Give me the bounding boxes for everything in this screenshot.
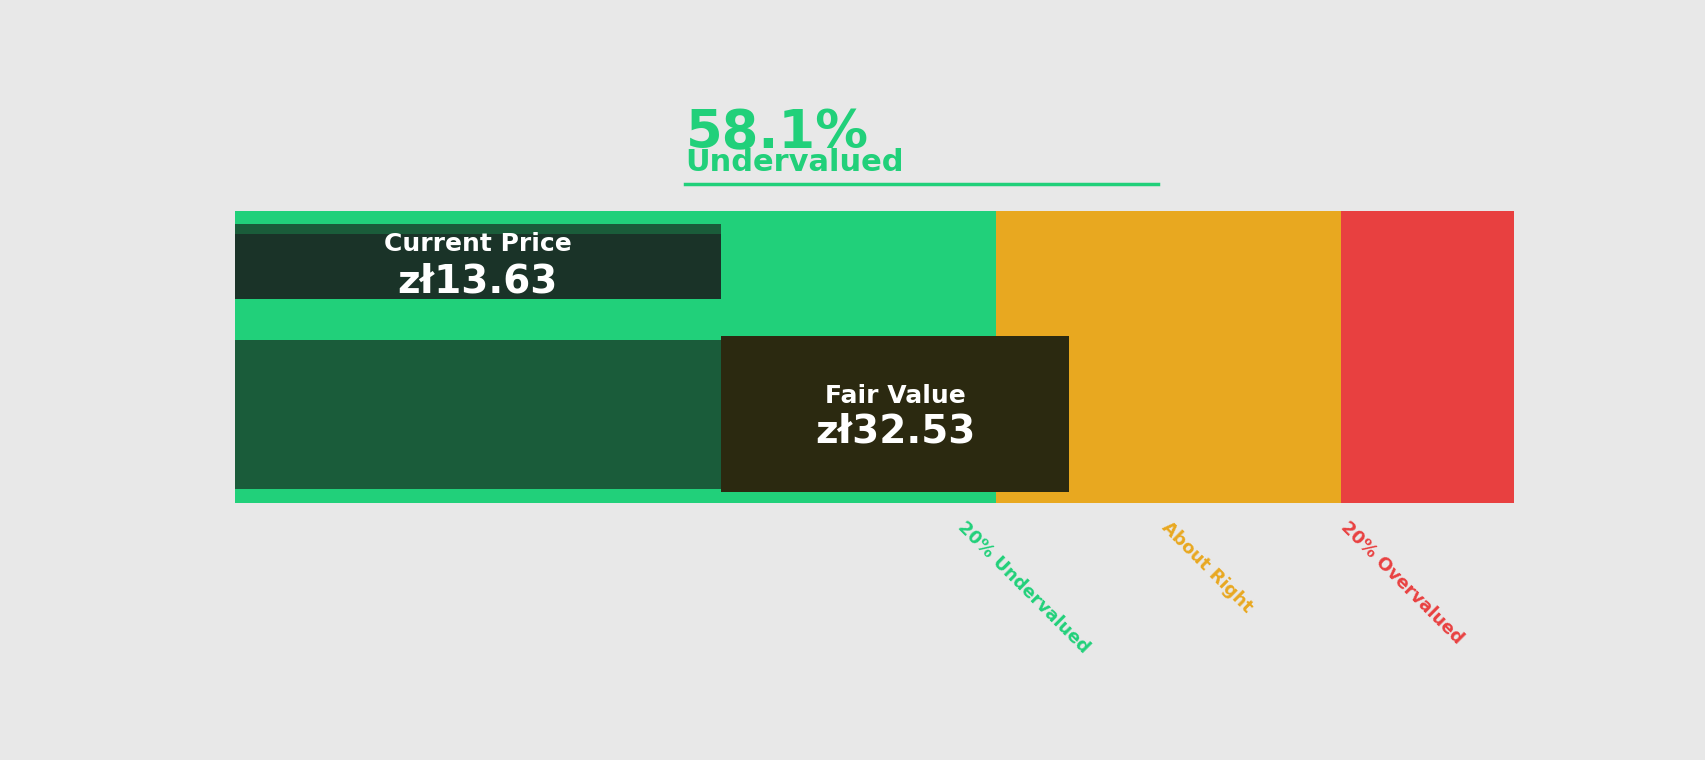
Bar [996,211,1142,311]
Bar [235,224,721,297]
Bar [235,211,721,311]
Bar [235,233,721,299]
Bar [721,211,996,311]
Text: About Right: About Right [1158,518,1255,616]
Bar [996,326,1142,503]
Bar [1142,311,1340,326]
Bar [1340,211,1512,311]
Bar [235,326,721,503]
Text: 20% Overvalued: 20% Overvalued [1337,518,1466,648]
Text: zł13.63: zł13.63 [397,262,558,300]
Text: Fair Value: Fair Value [824,385,965,408]
Bar [721,340,996,489]
Bar [1142,326,1340,503]
Bar [996,311,1142,326]
Bar [721,336,1069,492]
Bar [1142,211,1340,311]
Text: 20% Undervalued: 20% Undervalued [953,518,1093,657]
Bar [235,311,721,326]
Text: Undervalued: Undervalued [685,148,904,177]
Bar [721,326,996,503]
Text: 58.1%: 58.1% [685,108,868,160]
Bar [721,311,996,326]
Bar [235,340,721,489]
Text: Current Price: Current Price [384,232,571,256]
Bar [1340,326,1512,503]
Bar [1340,311,1512,326]
Text: zł32.53: zł32.53 [815,413,975,451]
